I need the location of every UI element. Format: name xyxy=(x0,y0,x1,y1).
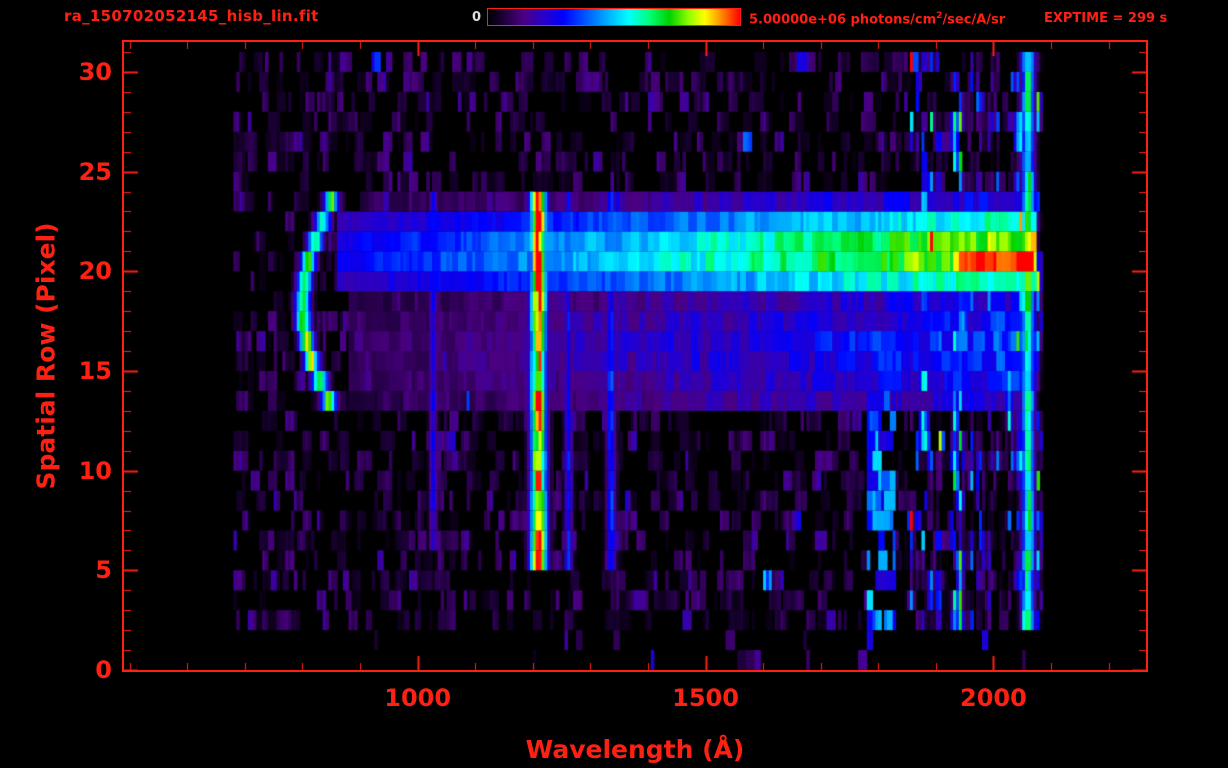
y-tick-label: 15 xyxy=(78,356,112,385)
colorbar-unit-superscript: 2 xyxy=(936,11,943,21)
y-tick-label: 25 xyxy=(78,157,112,186)
x-axis-title: Wavelength (Å) xyxy=(525,735,745,764)
filename-label: ra_150702052145_hisb_lin.fit xyxy=(64,7,319,25)
x-tick-label: 1500 xyxy=(672,684,739,712)
colorbar-max-label: 5.00000e+06 photons/cm2/sec/A/sr xyxy=(749,11,1005,27)
colorbar-max-value: 5.00000e+06 xyxy=(749,12,847,28)
y-axis-title: Spatial Row (Pixel) xyxy=(31,222,61,490)
exptime-label: EXPTIME = 299 s xyxy=(1044,11,1168,26)
colorbar xyxy=(487,8,741,26)
y-tick-label: 20 xyxy=(78,257,112,286)
colorbar-min-label: 0 xyxy=(471,10,481,25)
colorbar-unit-suffix: /sec/A/sr xyxy=(942,12,1006,28)
x-tick-label: 2000 xyxy=(960,684,1027,712)
x-tick-label: 1000 xyxy=(384,684,452,712)
colorbar-unit-prefix: photons/cm xyxy=(846,12,937,28)
spectrogram-heatmap xyxy=(124,42,1146,670)
y-tick-label: 0 xyxy=(95,656,112,684)
plot-frame xyxy=(122,40,1148,672)
y-tick-label: 10 xyxy=(78,456,112,485)
y-tick-label: 5 xyxy=(95,556,112,585)
y-tick-label: 30 xyxy=(78,57,112,86)
